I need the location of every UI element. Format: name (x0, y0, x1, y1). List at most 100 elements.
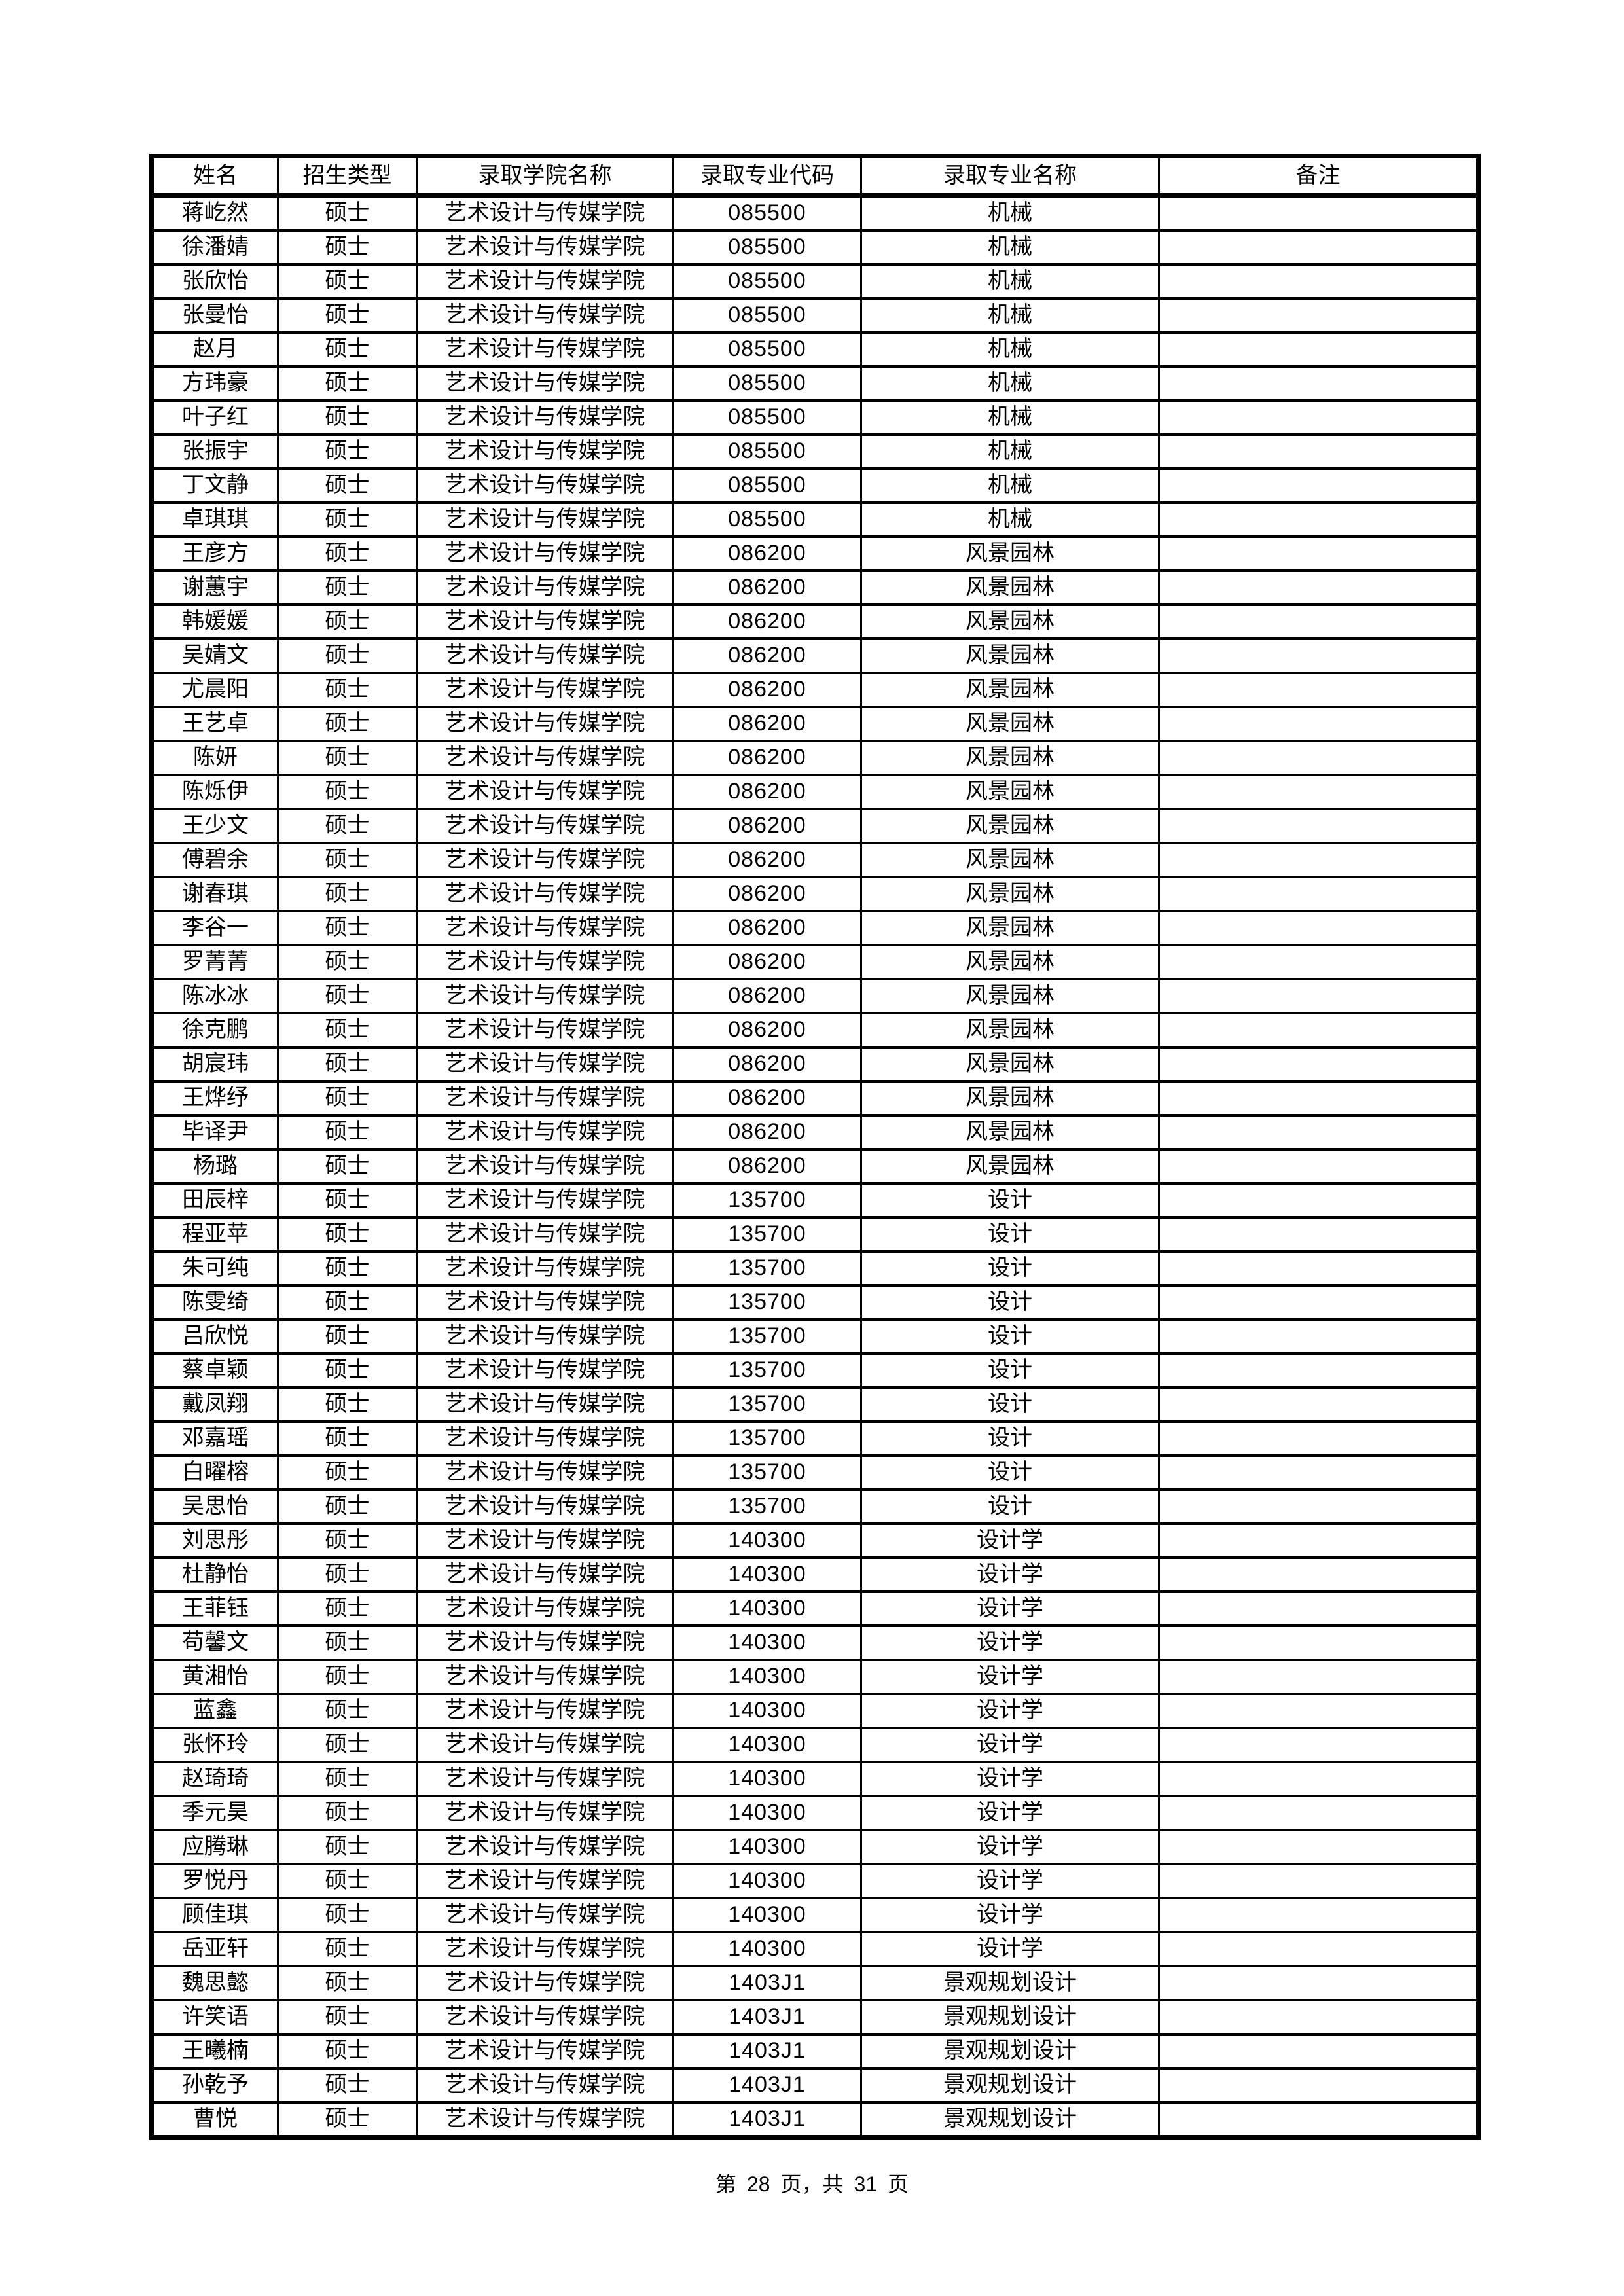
student-name-cell: 陈雯绮 (151, 1284, 279, 1321)
table-row: 顾佳琪 硕士 艺术设计与传媒学院 140300 设计学 (151, 1897, 1479, 1933)
table-row: 孙乾予 硕士 艺术设计与传媒学院 1403J1 景观规划设计 (151, 2067, 1479, 2104)
student-name-cell: 陈烁伊 (151, 774, 279, 810)
admission-type-cell: 硕士 (277, 1659, 418, 1695)
college-name-cell: 艺术设计与传媒学院 (416, 1829, 674, 1865)
remark-cell (1158, 706, 1479, 742)
admission-type-cell: 硕士 (277, 1386, 418, 1423)
college-name-cell: 艺术设计与传媒学院 (416, 331, 674, 368)
admission-type-cell: 硕士 (277, 944, 418, 980)
footer-total-pages: 31 (854, 2172, 878, 2196)
college-name-cell: 艺术设计与传媒学院 (416, 978, 674, 1014)
table-row: 韩媛媛 硕士 艺术设计与传媒学院 086200 风景园林 (151, 603, 1479, 640)
major-name-cell: 设计 (860, 1182, 1160, 1219)
major-code-cell: 086200 (672, 706, 862, 742)
major-code-cell: 086200 (672, 1148, 862, 1185)
remark-cell (1158, 1420, 1479, 1457)
major-name-cell: 设计 (860, 1352, 1160, 1389)
major-name-cell: 机械 (860, 399, 1160, 436)
admission-type-cell: 硕士 (277, 1080, 418, 1117)
student-name-cell: 吴婧文 (151, 637, 279, 674)
college-name-cell: 艺术设计与传媒学院 (416, 1931, 674, 1967)
major-name-cell: 机械 (860, 194, 1160, 232)
header-cell-major-code: 录取专业代码 (672, 154, 862, 198)
major-code-cell: 086200 (672, 774, 862, 810)
table-row: 谢蕙宇 硕士 艺术设计与传媒学院 086200 风景园林 (151, 569, 1479, 606)
table-row: 蒋屹然 硕士 艺术设计与传媒学院 085500 机械 (151, 194, 1479, 232)
college-name-cell: 艺术设计与传媒学院 (416, 2067, 674, 2104)
remark-cell (1158, 1761, 1479, 1797)
student-name-cell: 韩媛媛 (151, 603, 279, 640)
admission-type-cell: 硕士 (277, 1522, 418, 1559)
major-name-cell: 风景园林 (860, 978, 1160, 1014)
major-code-cell: 086200 (672, 1046, 862, 1083)
admission-type-cell: 硕士 (277, 1727, 418, 1763)
student-name-cell: 胡宸玮 (151, 1046, 279, 1083)
college-name-cell: 艺术设计与传媒学院 (416, 1284, 674, 1321)
remark-cell (1158, 365, 1479, 402)
remark-cell (1158, 2033, 1479, 2070)
student-name-cell: 许笑语 (151, 1999, 279, 2036)
table-row: 胡宸玮 硕士 艺术设计与传媒学院 086200 风景园林 (151, 1046, 1479, 1083)
student-name-cell: 傅碧余 (151, 842, 279, 878)
student-name-cell: 陈冰冰 (151, 978, 279, 1014)
college-name-cell: 艺术设计与传媒学院 (416, 1182, 674, 1219)
table-row: 吴婧文 硕士 艺术设计与传媒学院 086200 风景园林 (151, 637, 1479, 674)
student-name-cell: 王艺卓 (151, 706, 279, 742)
major-name-cell: 风景园林 (860, 842, 1160, 878)
college-name-cell: 艺术设计与传媒学院 (416, 365, 674, 402)
table-row: 季元昊 硕士 艺术设计与传媒学院 140300 设计学 (151, 1795, 1479, 1831)
college-name-cell: 艺术设计与传媒学院 (416, 603, 674, 640)
student-name-cell: 戴凤翔 (151, 1386, 279, 1423)
remark-cell (1158, 944, 1479, 980)
student-name-cell: 王曦楠 (151, 2033, 279, 2070)
header-cell-name: 姓名 (151, 154, 279, 198)
remark-cell (1158, 399, 1479, 436)
student-name-cell: 谢春琪 (151, 876, 279, 912)
table-row: 罗菁菁 硕士 艺术设计与传媒学院 086200 风景园林 (151, 944, 1479, 980)
admission-type-cell: 硕士 (277, 535, 418, 572)
major-name-cell: 机械 (860, 365, 1160, 402)
remark-cell (1158, 194, 1479, 232)
table-row: 方玮豪 硕士 艺术设计与传媒学院 085500 机械 (151, 365, 1479, 402)
remark-cell (1158, 1148, 1479, 1185)
major-name-cell: 设计学 (860, 1795, 1160, 1831)
major-name-cell: 景观规划设计 (860, 2067, 1160, 2104)
major-name-cell: 风景园林 (860, 808, 1160, 844)
table-row: 黄湘怡 硕士 艺术设计与传媒学院 140300 设计学 (151, 1659, 1479, 1695)
major-code-cell: 086200 (672, 944, 862, 980)
admission-type-cell: 硕士 (277, 365, 418, 402)
remark-cell (1158, 1897, 1479, 1933)
major-name-cell: 景观规划设计 (860, 2101, 1160, 2139)
header-cell-remark: 备注 (1158, 154, 1479, 198)
major-name-cell: 设计学 (860, 1863, 1160, 1899)
major-code-cell: 135700 (672, 1284, 862, 1321)
major-name-cell: 设计 (860, 1488, 1160, 1525)
admission-type-cell: 硕士 (277, 263, 418, 300)
major-name-cell: 风景园林 (860, 910, 1160, 946)
student-name-cell: 王菲钰 (151, 1590, 279, 1627)
remark-cell (1158, 1080, 1479, 1117)
remark-cell (1158, 1454, 1479, 1491)
header-cell-major-name: 录取专业名称 (860, 154, 1160, 198)
remark-cell (1158, 774, 1479, 810)
student-name-cell: 朱可纯 (151, 1250, 279, 1287)
college-name-cell: 艺术设计与传媒学院 (416, 1693, 674, 1729)
admission-type-cell: 硕士 (277, 331, 418, 368)
remark-cell (1158, 1216, 1479, 1253)
remark-cell (1158, 978, 1479, 1014)
major-code-cell: 086200 (672, 842, 862, 878)
major-code-cell: 135700 (672, 1352, 862, 1389)
student-name-cell: 苟馨文 (151, 1624, 279, 1661)
major-code-cell: 086200 (672, 672, 862, 708)
college-name-cell: 艺术设计与传媒学院 (416, 1659, 674, 1695)
major-name-cell: 景观规划设计 (860, 1965, 1160, 2001)
remark-cell (1158, 1590, 1479, 1627)
student-name-cell: 刘思彤 (151, 1522, 279, 1559)
college-name-cell: 艺术设计与传媒学院 (416, 263, 674, 300)
college-name-cell: 艺术设计与传媒学院 (416, 740, 674, 776)
college-name-cell: 艺术设计与传媒学院 (416, 774, 674, 810)
student-name-cell: 邓嘉瑶 (151, 1420, 279, 1457)
major-name-cell: 景观规划设计 (860, 1999, 1160, 2036)
student-name-cell: 程亚苹 (151, 1216, 279, 1253)
admission-type-cell: 硕士 (277, 672, 418, 708)
